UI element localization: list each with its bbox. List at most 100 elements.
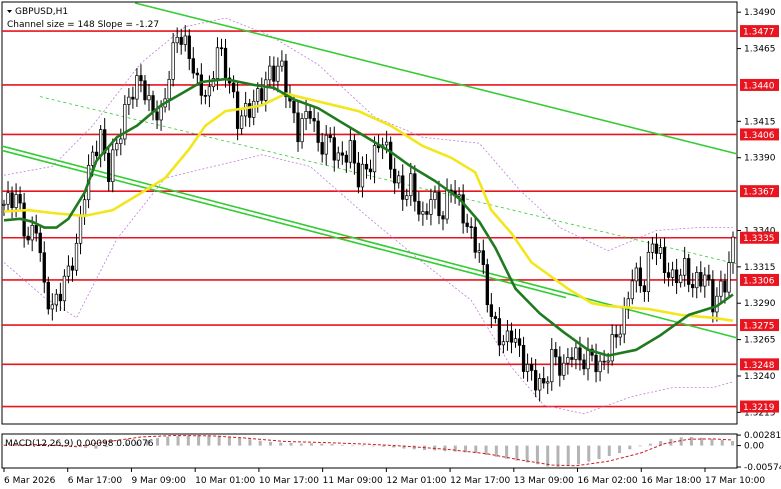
candle [147,83,151,112]
macd-histogram-bar [710,438,714,446]
candle [409,162,413,206]
macd-histogram-bar [248,439,252,446]
candle [513,328,518,348]
level-label-box [740,400,779,413]
candle-body [336,152,340,161]
macd-histogram-bar [453,445,457,452]
candle [62,269,67,311]
candle [578,336,582,371]
macd-tick-label: -0.00574 [744,463,781,473]
candle [42,241,46,294]
candle [360,156,365,198]
candle-body [308,111,312,119]
macd-histogram-bar [392,445,396,448]
candle-body [304,111,308,119]
candle-body [517,338,522,346]
candle-body [280,60,284,67]
candle [368,159,373,180]
level-label-box [740,358,779,371]
dropdown-triangle-icon[interactable] [7,10,12,13]
price-tick-label: 1.3465 [744,45,776,55]
candle-body [397,175,401,184]
candle [256,82,260,113]
macd-histogram-bar [525,445,529,463]
horizontal-levels[interactable] [2,30,737,408]
candle [219,38,224,56]
macd-histogram-bar [320,443,324,446]
macd-histogram-bar [689,436,693,446]
macd-histogram-bar [638,445,642,447]
price-tick-label: 1.3215 [744,408,776,418]
candle [187,29,191,71]
candle [139,64,143,93]
candle-body [425,211,429,215]
candle [658,238,663,259]
candle-body [393,168,397,184]
level-label-text: 1.3306 [743,276,775,286]
candle-body [618,333,622,338]
level-label-text: 1.3335 [743,234,775,244]
candle-body [82,199,87,217]
level-label-box [740,273,779,286]
candle [312,107,316,132]
level-label-text: 1.3275 [743,322,775,332]
price-tick-label: 1.3490 [744,8,776,18]
candle-body [566,357,570,364]
candle [465,213,469,233]
candle-body [123,104,127,140]
candle-body [723,280,727,293]
candle [489,293,493,329]
time-axis[interactable]: 6 Mar 2026 6 Mar 17:00 9 Mar 09:00 10 Mar 0… [3,468,765,486]
candle [296,101,300,152]
candle-body [497,318,502,346]
macd-histogram-bar [217,435,221,446]
candle [364,154,369,179]
candle [638,256,643,293]
candle-body [6,192,10,205]
macd-histogram-bar [587,445,591,462]
candle [634,262,638,293]
candle-body [316,120,320,143]
macd-histogram-bar [515,445,519,461]
candle-body [469,226,473,228]
candle [413,165,417,212]
price-tick-label: 1.3290 [744,299,776,309]
macd-histogram-bar [145,439,149,446]
candle [562,354,566,381]
macd-label: MACD(12,26,9) 0.00098 0.00076 [5,439,154,449]
candle-body [666,272,671,278]
symbol-label: GBPUSD,H1 [15,7,68,17]
time-tick-label: 6 Mar 17:00 [68,476,123,486]
candle [731,231,735,274]
candle-body [203,95,208,97]
candle-body [324,134,328,155]
candle-body [674,269,679,284]
candle [300,113,304,149]
candle [34,214,38,242]
candle [135,68,139,107]
moving-average-fast [3,77,734,357]
candle-body [582,359,586,370]
macd-histogram-bar [197,435,201,446]
candle [175,27,179,53]
price-axis[interactable]: 1.3490 1.3465 1.3415 1.3390 1.3340 1.3315 1.32… [737,8,776,418]
candle-body [550,349,554,383]
candle-body [223,47,228,79]
candle-body [642,285,647,293]
time-tick-label: 17 Mar 10:00 [705,476,765,486]
candle-body [90,151,95,166]
candle [320,132,324,163]
candle [477,243,481,263]
candle-body [30,225,34,241]
candle-body [276,65,280,82]
candle-body [239,115,244,129]
candle-body [183,35,187,45]
level-label-text: 1.3248 [743,361,775,371]
candle [630,269,634,305]
candle [127,88,131,115]
price-panel-frame [1,1,738,425]
candle [405,188,409,207]
candle-body [630,280,634,300]
candle-body [179,36,183,45]
